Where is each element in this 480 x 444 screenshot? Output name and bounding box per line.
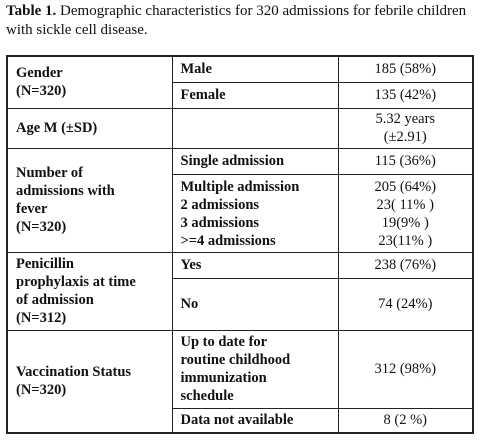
multiple-value: 19(9% ): [381, 214, 429, 231]
admissions-title-line: Number of: [16, 165, 83, 181]
vaccination-title-line: (N=320): [16, 382, 67, 399]
uptodate-line: routine childhood: [180, 352, 291, 368]
admissions-title-line: (N=320): [16, 219, 67, 235]
gender-female-label: Female: [171, 81, 339, 109]
gender-title: Gender: [16, 65, 63, 82]
multiple-label: 2 admissions: [180, 196, 260, 213]
age-header-cell: Age M (±SD): [6, 107, 173, 149]
vaccination-header-cell: Vaccination Status (N=320): [6, 329, 173, 434]
penicillin-title-line: Penicillin: [16, 256, 74, 272]
table-row: Number of admissions with fever (N=320) …: [6, 147, 474, 253]
uptodate-line: schedule: [180, 388, 234, 404]
penicillin-yes-value: 238 (76%): [337, 251, 474, 279]
caption-text: Demographic characteristics for 320 admi…: [6, 3, 467, 38]
admissions-header-cell: Number of admissions with fever (N=320): [6, 147, 173, 253]
demographics-table: Gender (N=320) Male 185 (58%) Female 135…: [6, 55, 474, 434]
gender-male-label: Male: [171, 55, 339, 83]
multiple-label: 3 admissions: [180, 214, 260, 231]
multiple-value: 23(11% ): [378, 232, 433, 249]
multiple-admission-labels: Multiple admission 2 admissions 3 admiss…: [171, 173, 339, 253]
admissions-title-line: admissions with: [16, 183, 115, 199]
penicillin-title-line: (N=312): [16, 310, 67, 326]
penicillin-header-cell: Penicillin prophylaxis at time of admiss…: [6, 251, 173, 331]
table-row: Female 135 (42%): [7, 81, 474, 109]
single-admission-value: 115 (36%): [337, 147, 474, 175]
multiple-label: >=4 admissions: [180, 232, 276, 249]
table-row: Multiple admission 2 admissions 3 admiss…: [7, 173, 474, 253]
age-value-cell: 5.32 years (±2.91): [337, 107, 474, 149]
age-value-line2: (±2.91): [383, 129, 427, 145]
multiple-label: Multiple admission: [180, 178, 300, 195]
penicillin-no-value: 74 (24%): [337, 277, 474, 331]
age-value-line1: 5.32 years: [375, 111, 436, 127]
vaccination-title-line: Vaccination Status: [16, 364, 132, 381]
multiple-value: 205 (64%): [374, 178, 437, 195]
vaccination-uptodate-label: Up to date for routine childhood immuniz…: [171, 329, 339, 409]
gender-header-cell: Gender (N=320): [6, 55, 173, 109]
multiple-value: 23( 11% ): [376, 196, 434, 213]
gender-male-value: 185 (58%): [337, 55, 474, 83]
age-label-cell: [171, 107, 339, 149]
table-row: Data not available 8 (2 %): [7, 407, 474, 434]
single-admission-label: Single admission: [171, 147, 339, 175]
admissions-title-line: fever: [16, 201, 48, 217]
vaccination-na-value: 8 (2 %): [337, 407, 474, 434]
table-row: Age M (±SD) 5.32 years (±2.91): [6, 107, 474, 149]
gender-female-value: 135 (42%): [337, 81, 474, 109]
gender-n: (N=320): [16, 83, 67, 100]
table-caption: Table 1. Demographic characteristics for…: [6, 2, 472, 40]
uptodate-line: Up to date for: [180, 334, 268, 350]
vaccination-uptodate-value: 312 (98%): [337, 329, 474, 409]
penicillin-no-label: No: [171, 277, 339, 331]
penicillin-yes-label: Yes: [171, 251, 339, 279]
table-row: Gender (N=320) Male 185 (58%): [6, 55, 474, 109]
uptodate-line: immunization: [180, 370, 267, 386]
caption-label: Table 1.: [6, 3, 57, 19]
multiple-admission-values: 205 (64%) 23( 11% ) 19(9% ) 23(11% ): [337, 173, 474, 253]
table-row: Vaccination Status (N=320) Up to date fo…: [6, 329, 474, 434]
vaccination-na-label: Data not available: [171, 407, 339, 434]
penicillin-title-line: of admission: [16, 292, 94, 308]
penicillin-title-line: prophylaxis at time: [16, 274, 136, 290]
table-row: Penicillin prophylaxis at time of admiss…: [6, 251, 474, 331]
